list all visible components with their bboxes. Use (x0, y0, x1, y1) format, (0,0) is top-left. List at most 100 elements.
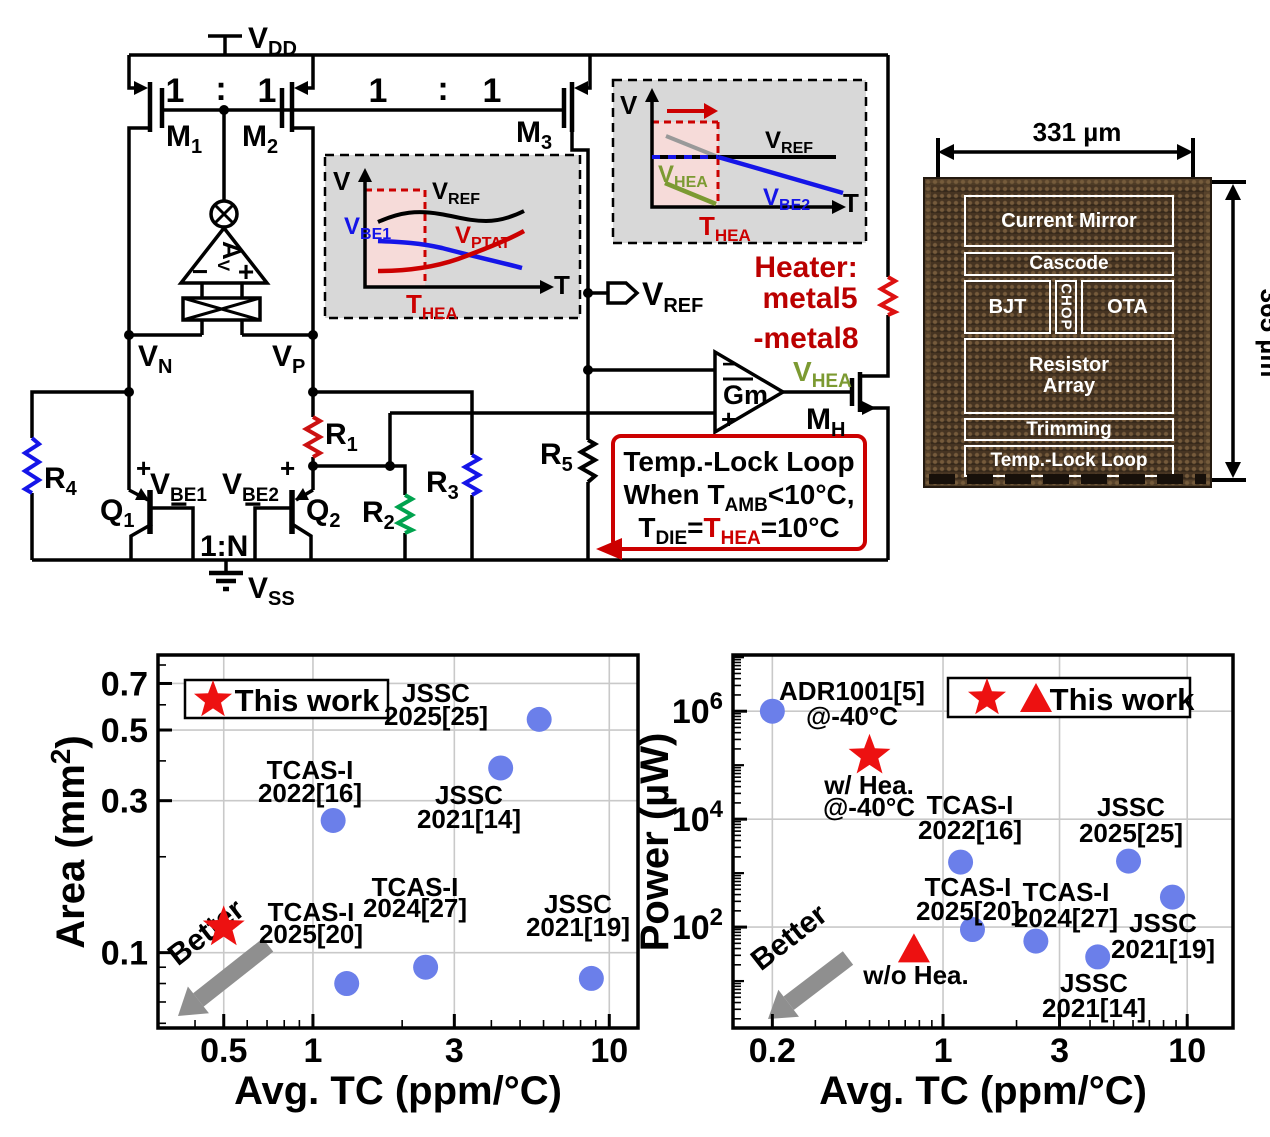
data-point-jssc-2021-14-label: JSSC (435, 780, 503, 810)
inset2-gray-line (665, 134, 719, 159)
bjt-ratio-label: 1:N (200, 530, 248, 563)
x-tick-label: 1 (303, 1032, 322, 1070)
axis-ticks (733, 656, 1189, 1028)
y-tick-label: 102 (672, 904, 723, 947)
inset2-vbe2-line (717, 154, 844, 196)
better-arrow-head (768, 989, 799, 1019)
amp-triangle-icon (177, 225, 271, 285)
die-block-chop: CHOP (1055, 280, 1077, 334)
die-block-temp-lock-loop: Temp.-Lock Loop (964, 445, 1174, 477)
die-width-label: 331 µm (1033, 117, 1122, 147)
vn-label: VN (138, 340, 172, 378)
q2-label: Q2 (306, 494, 340, 532)
amp-gain-label: AV (214, 241, 247, 272)
data-point-this-work-w-o-hea-label: w/o Hea. (862, 960, 968, 990)
die-pads (929, 474, 1206, 484)
heater-label-1: Heater: (754, 251, 857, 284)
y-tick-label: 0.7 (101, 665, 148, 703)
r5-label: R5 (540, 438, 573, 476)
vbe2-plus: + (280, 453, 295, 483)
inset1-vbe1-label: VBE1 (344, 213, 391, 243)
vbe2-minus: − (244, 488, 262, 521)
inset2-t-axis-label: T (843, 188, 859, 218)
data-point-tcas-i-2022-16-label: 2022[16] (258, 778, 362, 808)
junction-dots (124, 105, 593, 471)
inset-graph-1 (323, 153, 582, 320)
inset1-v-axis-label: V (333, 166, 351, 196)
data-point-tcas-i-2025-20-label: TCAS-I (268, 897, 355, 927)
y-tick-label: 104 (672, 796, 724, 839)
die-block-ota: OTA (1081, 280, 1174, 334)
amp-minus-label: − (192, 256, 208, 287)
data-point-adr1001-5-40-c-label: @-40°C (806, 701, 898, 731)
inset1-thea-label: THEA (406, 289, 458, 323)
q2-emitter-arrow-icon (295, 488, 309, 500)
data-point-jssc-2021-19-label: 2021[19] (1111, 934, 1215, 964)
legend: This work (183, 678, 390, 720)
x-tick-label: 10 (590, 1032, 628, 1070)
loop-arrow-icon (596, 538, 622, 560)
data-point-jssc-2025-25-label: 2025[25] (1079, 818, 1183, 848)
x-tick-label: 3 (1050, 1032, 1069, 1070)
y-axis-label: Power (µW) (633, 733, 677, 952)
m1-source-arrow-icon (134, 81, 148, 95)
data-point-jssc-2021-14-label: 2021[14] (417, 804, 521, 834)
temp-lock-loop-box (596, 434, 867, 560)
circuit-wires (30, 34, 890, 573)
y-tick-label: 0.1 (101, 935, 148, 973)
data-point-jssc-2021-14 (488, 755, 514, 781)
inset1-vptat-label: VPTAT (455, 222, 511, 252)
inset1-t-axis-label: T (554, 270, 570, 300)
legend-star-icon (194, 680, 232, 717)
vbe1-label: VBE1 (150, 468, 207, 506)
resistor-r2 (393, 493, 417, 535)
chart-power-vs-tc: Better 0.2 1 3 10 102 104 106 Avg. TC (ppm/°C) Po… (633, 653, 1235, 1113)
inset2-thea-label: THEA (699, 211, 751, 245)
inset-graph-2 (611, 78, 868, 245)
data-point-tcas-i-2024-27 (1023, 928, 1049, 954)
data-point-jssc-2021-14-label: 2021[14] (1042, 993, 1146, 1023)
r2-label: R2 (362, 496, 395, 534)
data-point-tcas-i-2022-16-label: 2022[16] (918, 815, 1022, 845)
inset2-v-axis-label: V (620, 90, 638, 120)
data-point-tcas-i-2025-20-label: TCAS-I (925, 872, 1012, 902)
legend-label: This work (1050, 682, 1195, 717)
plot-border (156, 653, 640, 1030)
legend-label: This work (235, 683, 380, 718)
q1-emitter-arrow-icon (135, 488, 149, 500)
vbe1-minus: − (170, 488, 188, 521)
inset1-vref-curve (377, 209, 525, 224)
inset2-vref-label: VREF (765, 127, 813, 157)
data-point-jssc-2021-19 (578, 965, 604, 991)
m2-source-arrow-icon (294, 81, 308, 95)
legend-triangle-icon (1020, 683, 1052, 712)
mirror-ratio-left-1: 1 (166, 72, 185, 110)
data-point-jssc-2025-25-label: 2025[25] (384, 701, 488, 731)
resistor-r4 (21, 436, 43, 495)
data-point-tcas-i-2025-20 (334, 971, 360, 997)
heater-label-2: metal5 (762, 282, 857, 315)
die-block-resistor-array: Resistor Array (964, 338, 1174, 414)
data-point-tcas-i-2022-16 (948, 849, 974, 875)
data-point-tcas-i-2024-27-label: TCAS-I (1023, 877, 1110, 907)
y-axis-label: Area (mm2) (45, 735, 93, 948)
data-point-jssc-2021-14 (1085, 944, 1111, 970)
mirror-ratio-right-1: 1 (369, 72, 388, 110)
vp-label: VP (272, 340, 305, 378)
resistor-r3 (460, 453, 484, 497)
inset1-vbe1-curve (377, 238, 523, 271)
arrowheads (134, 81, 876, 500)
resistors (21, 275, 900, 535)
data-point-jssc-2025-25 (1116, 848, 1142, 874)
data-point-tcas-i-2025-20-label: 2025[20] (259, 919, 363, 949)
data-point-tcas-i-2022-16-label: TCAS-I (267, 755, 354, 785)
resistor-r5 (576, 438, 600, 484)
mirror-ratio-left-2: 1 (258, 72, 277, 110)
legend: This work (946, 676, 1195, 719)
die-photo: Current Mirror Cascode BJT CHOP OTA Resi… (923, 177, 1212, 488)
gm-amp (713, 348, 787, 436)
data-point-this-work-w-hea-40-c (848, 733, 891, 774)
m3-label: M3 (516, 116, 552, 154)
